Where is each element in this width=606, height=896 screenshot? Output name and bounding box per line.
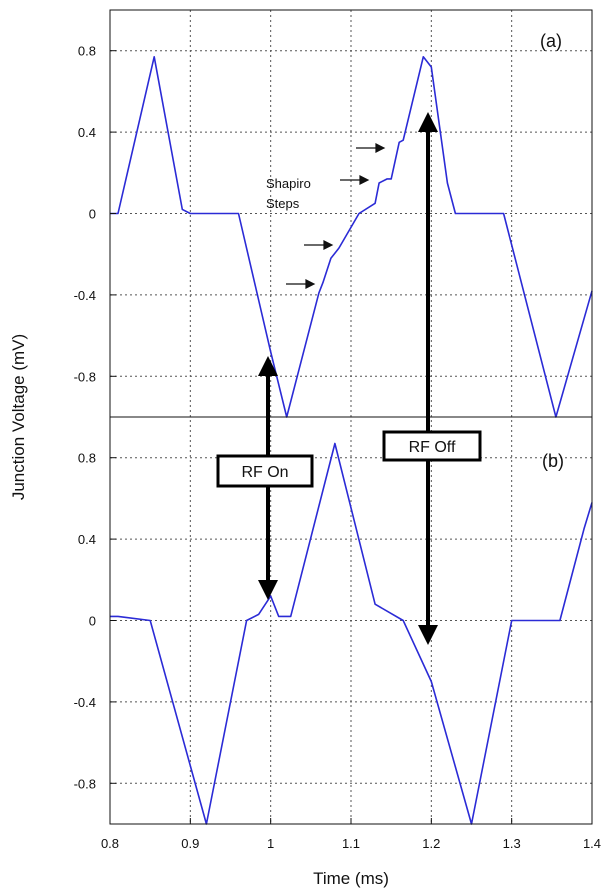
axis-ticks: 0.8 0.9 1 1.1 1.2 1.3 1.4 0.8 0.4 0 -0.4 -0.8 0.8 0.4… xyxy=(74,44,601,851)
annotation-shapiro: Shapiro xyxy=(266,176,311,191)
y-tick-label: 0.8 xyxy=(78,451,96,466)
panel-label-b: (b) xyxy=(542,451,564,471)
x-tick-label: 1.3 xyxy=(503,836,521,851)
voltage-trace-panel-a xyxy=(110,55,593,418)
y-tick-label: 0.4 xyxy=(78,125,96,140)
step-arrow-head xyxy=(305,279,316,289)
x-tick-label: 1 xyxy=(267,836,274,851)
x-tick-label: 0.9 xyxy=(181,836,199,851)
y-tick-label: 0.4 xyxy=(78,532,96,547)
step-arrow-head xyxy=(323,240,334,250)
step-arrow-head xyxy=(375,143,386,153)
y-tick-label: -0.4 xyxy=(74,288,96,303)
x-axis-title: Time (ms) xyxy=(313,869,389,888)
rf-on-box xyxy=(216,454,314,488)
annotation-steps: Steps xyxy=(266,196,300,211)
y-tick-label: -0.8 xyxy=(74,776,96,791)
y-axis-title: Junction Voltage (mV) xyxy=(9,334,28,500)
rf-on-callout: RF On xyxy=(216,356,314,600)
step-arrow-head xyxy=(359,175,370,185)
step-arrows xyxy=(286,143,386,289)
rf-off-arrow-head-up xyxy=(418,112,438,132)
rf-on-label: RF On xyxy=(241,464,288,481)
rf-off-label: RF Off xyxy=(409,439,456,456)
rf-off-arrow-head-down xyxy=(418,625,438,645)
x-tick-label: 1.2 xyxy=(422,836,440,851)
panel-label-a: (a) xyxy=(540,31,562,51)
x-tick-label: 0.8 xyxy=(101,836,119,851)
y-tick-label: 0 xyxy=(89,614,96,629)
rf-on-arrow-head-up xyxy=(258,356,278,376)
x-tick-label: 1.4 xyxy=(583,836,601,851)
rf-off-callout: RF Off xyxy=(382,112,482,645)
y-tick-label: -0.4 xyxy=(74,695,96,710)
rf-on-arrow-head-down xyxy=(258,580,278,600)
y-tick-label: -0.8 xyxy=(74,369,96,384)
rf-off-box xyxy=(382,430,482,462)
x-tick-label: 1.1 xyxy=(342,836,360,851)
y-tick-label: 0 xyxy=(89,207,96,222)
y-tick-label: 0.8 xyxy=(78,44,96,59)
